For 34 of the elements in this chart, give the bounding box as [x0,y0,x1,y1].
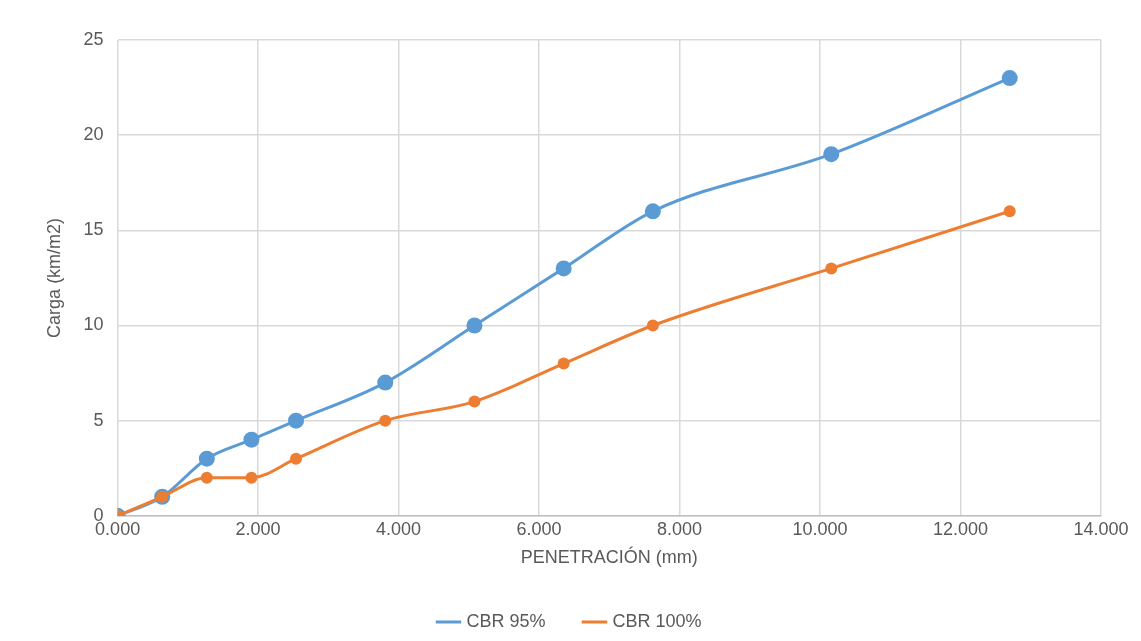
point [644,203,661,220]
y-tick-label: 25 [83,28,104,49]
legend-label: CBR 100% [612,610,702,631]
point [290,452,303,465]
x-tick-label: 14.000 [1073,518,1129,539]
y-tick-label: 10 [83,314,104,335]
point [646,319,659,332]
y-tick-label: 5 [93,409,104,430]
point [823,146,840,163]
point [468,395,481,408]
point [243,431,260,448]
point [377,374,394,391]
legend-label: CBR 95% [466,610,546,631]
point [198,450,215,467]
point [557,357,570,370]
x-tick-label: 8.000 [657,518,703,539]
x-tick-label: 10.000 [792,518,848,539]
point [379,414,392,427]
x-tick-label: 12.000 [932,518,989,539]
point [825,262,838,275]
y-tick-label: 20 [83,124,104,145]
point [555,260,572,277]
x-tick-label: 4.000 [376,518,422,539]
x-tick-label: 2.000 [235,518,281,539]
point [466,317,483,334]
point [245,471,258,484]
point [288,412,305,429]
x-axis-title: PENETRACIÓN (mm) [520,546,698,568]
y-tick-label: 15 [83,219,104,240]
y-axis-title: Carga (km/m2) [43,217,64,338]
x-tick-label: 6.000 [516,518,562,539]
point [1001,70,1018,87]
point [1003,205,1016,218]
point [200,471,213,484]
